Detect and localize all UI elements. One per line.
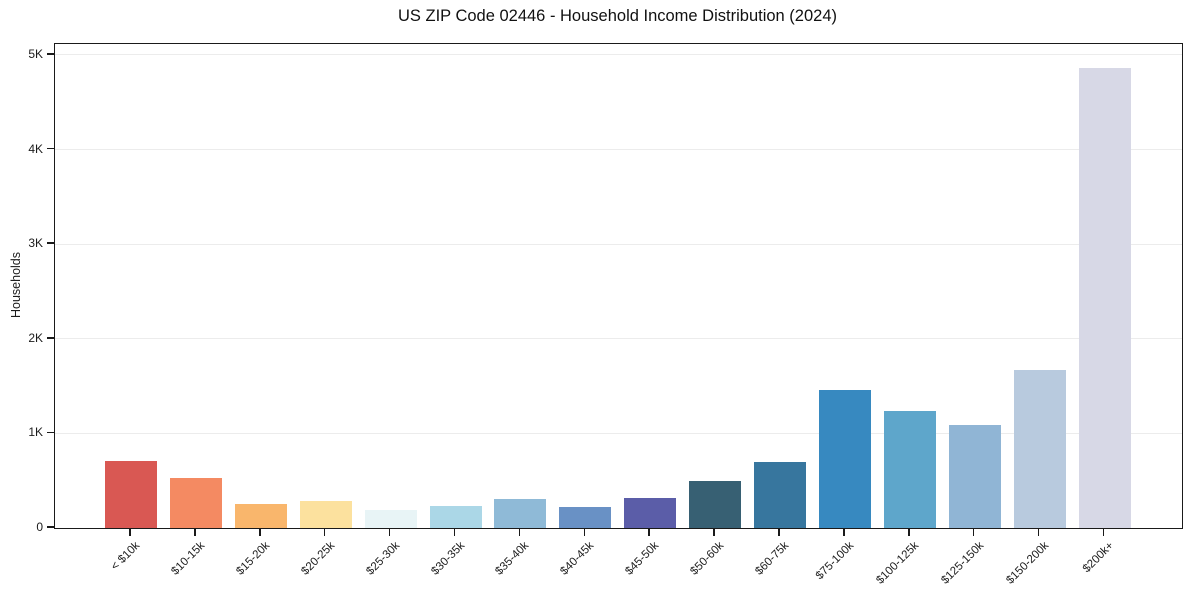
gridline — [55, 149, 1182, 151]
y-tick-label: 4K — [28, 141, 43, 156]
x-tick-mark — [129, 528, 131, 536]
gridline — [55, 243, 1182, 245]
x-tick-label: < $10k — [109, 539, 143, 573]
bar-$125-150k — [948, 424, 1001, 528]
bar-$40-45k — [559, 507, 612, 528]
bar-$10-15k — [169, 478, 222, 528]
bar-< $10k — [105, 461, 157, 528]
bar-$100-125k — [883, 411, 936, 528]
x-tick-mark — [453, 528, 456, 536]
y-tick-label: 0 — [36, 520, 43, 534]
bar-$200k+ — [1078, 68, 1131, 528]
y-tick-label: 3K — [28, 236, 43, 251]
y-tick-label: 5K — [28, 46, 43, 61]
x-tick-mark — [778, 528, 780, 536]
y-tick-label: 1K — [28, 425, 43, 440]
gridline — [55, 54, 1182, 56]
x-tick-mark — [194, 528, 196, 536]
x-tick-mark — [583, 528, 586, 536]
x-tick-mark — [1037, 528, 1040, 536]
plot-area — [54, 43, 1183, 529]
x-tick-mark — [908, 528, 910, 536]
x-tick-mark — [713, 528, 715, 536]
x-tick-mark — [518, 528, 521, 536]
x-tick-mark — [972, 528, 975, 536]
y-tick-mark — [47, 53, 54, 55]
bar-$25-30k — [364, 510, 417, 528]
y-tick-mark — [47, 242, 54, 244]
bar-$30-35k — [429, 505, 482, 528]
bar-$15-20k — [234, 504, 287, 528]
bar-$60-75k — [754, 461, 806, 528]
x-tick-mark — [843, 528, 845, 536]
x-tick-mark — [388, 528, 391, 536]
bar-$50-60k — [689, 480, 742, 528]
y-tick-mark — [47, 147, 54, 150]
y-tick-mark — [47, 526, 54, 528]
y-tick-mark — [47, 431, 54, 434]
x-tick-mark — [259, 528, 261, 536]
x-tick-mark — [323, 528, 326, 536]
y-tick-label: 2K — [28, 330, 43, 345]
gridline — [55, 338, 1182, 340]
bar-$35-40k — [494, 498, 547, 528]
bar-$75-100k — [818, 389, 871, 528]
bar-$45-50k — [624, 498, 677, 528]
gridline — [55, 432, 1182, 434]
x-tick-mark — [1102, 528, 1105, 536]
bar-$20-25k — [299, 501, 352, 528]
y-tick-mark — [47, 337, 54, 339]
bar-$150-200k — [1013, 370, 1066, 528]
chart-title: US ZIP Code 02446 - Household Income Dis… — [397, 7, 837, 25]
x-tick-mark — [648, 528, 650, 536]
